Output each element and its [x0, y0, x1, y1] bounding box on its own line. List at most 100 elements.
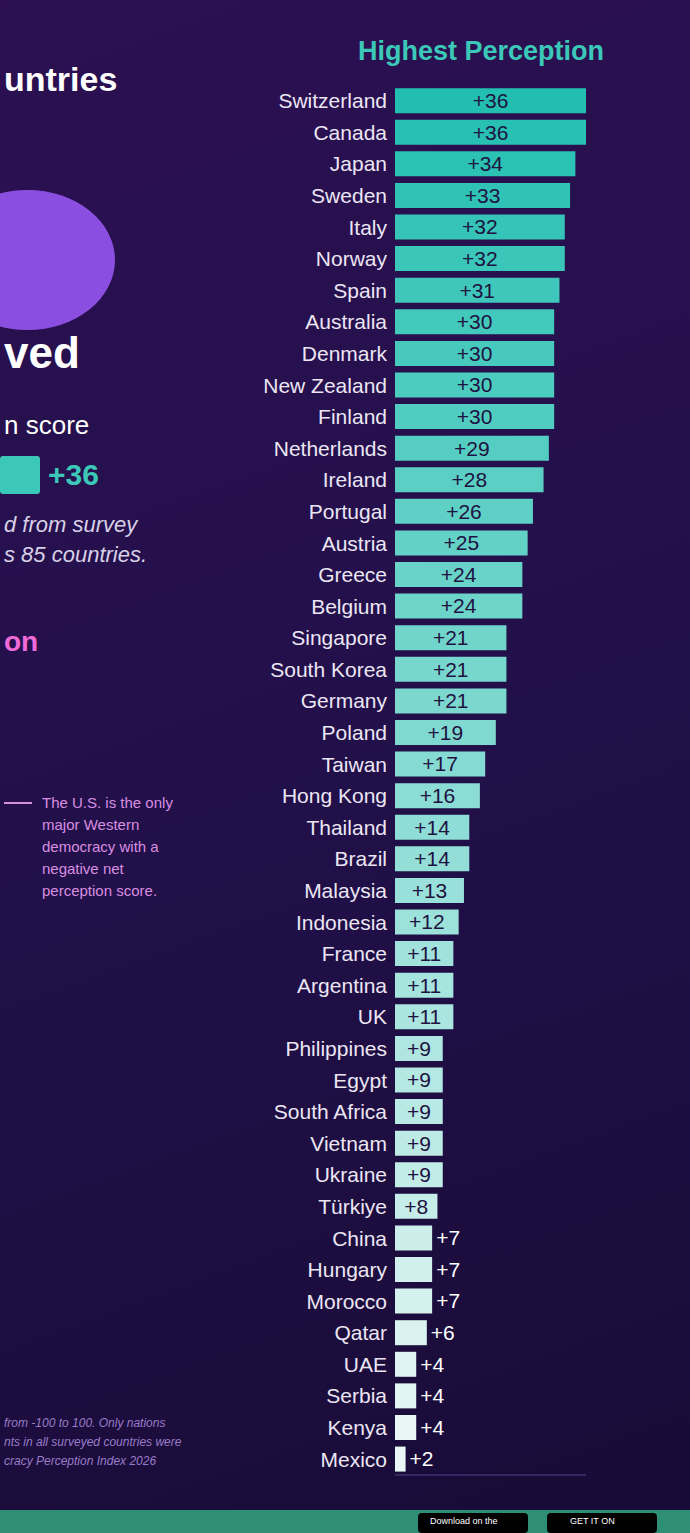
svg-text:+9: +9: [407, 1163, 431, 1186]
svg-text:New Zealand: New Zealand: [263, 374, 387, 397]
svg-text:+7: +7: [436, 1258, 460, 1281]
svg-text:Thailand: Thailand: [306, 816, 387, 839]
svg-text:Japan: Japan: [330, 152, 387, 175]
svg-text:Netherlands: Netherlands: [274, 437, 387, 460]
html-text:untries: untries: [4, 60, 118, 98]
svg-text:+31: +31: [459, 279, 495, 302]
svg-text:Greece: Greece: [318, 563, 387, 586]
svg-text:Qatar: Qatar: [334, 1321, 387, 1344]
svg-text:Türkiye: Türkiye: [318, 1195, 387, 1218]
svg-text:+7: +7: [436, 1226, 460, 1249]
html-text:s 85 countries.: s 85 countries.: [4, 542, 148, 567]
svg-text:+30: +30: [457, 310, 493, 333]
svg-text:+21: +21: [433, 689, 469, 712]
html-text:nts in all surveyed countries: nts in all surveyed countries were: [4, 1435, 182, 1449]
svg-text:Sweden: Sweden: [311, 184, 387, 207]
svg-text:+30: +30: [457, 373, 493, 396]
svg-text:+34: +34: [467, 152, 503, 175]
svg-text:+21: +21: [433, 658, 469, 681]
svg-text:South Korea: South Korea: [270, 658, 387, 681]
svg-text:+26: +26: [446, 500, 482, 523]
html-text:The U.S. is the only major Wes: The U.S. is the only major Western democ…: [42, 794, 173, 899]
svg-text:+9: +9: [407, 1068, 431, 1091]
svg-text:+4: +4: [420, 1353, 444, 1376]
svg-text:+21: +21: [433, 626, 469, 649]
svg-text:+11: +11: [407, 974, 441, 997]
svg-text:+36: +36: [473, 89, 509, 112]
svg-text:Singapore: Singapore: [291, 626, 387, 649]
svg-text:+25: +25: [444, 531, 480, 554]
svg-text:Denmark: Denmark: [302, 342, 388, 365]
svg-text:Vietnam: Vietnam: [310, 1132, 387, 1155]
svg-text:Brazil: Brazil: [334, 847, 387, 870]
svg-text:Italy: Italy: [348, 216, 387, 239]
svg-text:+24: +24: [441, 594, 477, 617]
svg-text:+11: +11: [407, 942, 441, 965]
svg-text:+8: +8: [404, 1195, 428, 1218]
svg-text:Morocco: Morocco: [306, 1290, 387, 1313]
svg-text:Mexico: Mexico: [320, 1448, 387, 1471]
svg-text:Poland: Poland: [322, 721, 387, 744]
svg-text:Kenya: Kenya: [327, 1416, 387, 1439]
svg-text:Argentina: Argentina: [297, 974, 387, 997]
html-text:ved: ved: [4, 328, 80, 377]
svg-text:+29: +29: [454, 437, 490, 460]
svg-text:Egypt: Egypt: [333, 1069, 387, 1092]
svg-text:UK: UK: [358, 1005, 387, 1028]
svg-text:+17: +17: [422, 752, 458, 775]
html-text:+36: +36: [48, 458, 99, 491]
svg-text:+16: +16: [420, 784, 456, 807]
svg-text:Norway: Norway: [316, 247, 388, 270]
html-text:from -100 to 100. Only nations: from -100 to 100. Only nations: [4, 1416, 166, 1430]
svg-text:+24: +24: [441, 563, 477, 586]
html-text:d from survey: d from survey: [4, 512, 138, 537]
svg-text:+32: +32: [462, 247, 498, 270]
svg-text:+30: +30: [457, 342, 493, 365]
svg-text:Ireland: Ireland: [323, 468, 387, 491]
svg-text:Malaysia: Malaysia: [304, 879, 387, 902]
svg-text:Austria: Austria: [322, 532, 388, 555]
html-text:Highest Perception: Highest Perception: [358, 36, 604, 66]
svg-text:UAE: UAE: [344, 1353, 387, 1376]
svg-text:South Africa: South Africa: [274, 1100, 388, 1123]
svg-text:+11: +11: [407, 1005, 441, 1028]
svg-text:Hungary: Hungary: [308, 1258, 388, 1281]
svg-text:+4: +4: [420, 1416, 444, 1439]
svg-text:Indonesia: Indonesia: [296, 911, 387, 934]
svg-text:+9: +9: [407, 1100, 431, 1123]
svg-text:Philippines: Philippines: [285, 1037, 387, 1060]
html-text:on: on: [4, 626, 39, 657]
svg-text:Canada: Canada: [313, 121, 387, 144]
svg-text:Belgium: Belgium: [311, 595, 387, 618]
svg-text:+30: +30: [457, 405, 493, 428]
svg-text:+6: +6: [431, 1321, 455, 1344]
html-text:cracy Perception Index 2026: cracy Perception Index 2026: [4, 1454, 157, 1468]
svg-text:Switzerland: Switzerland: [278, 89, 387, 112]
svg-text:Australia: Australia: [305, 310, 387, 333]
svg-text:+32: +32: [462, 215, 498, 238]
svg-text:+33: +33: [465, 184, 501, 207]
svg-text:Taiwan: Taiwan: [322, 753, 387, 776]
svg-text:+13: +13: [412, 879, 448, 902]
svg-text:Serbia: Serbia: [326, 1384, 387, 1407]
svg-text:Portugal: Portugal: [309, 500, 387, 523]
svg-text:+12: +12: [409, 910, 445, 933]
svg-text:Finland: Finland: [318, 405, 387, 428]
svg-text:+2: +2: [410, 1447, 434, 1470]
svg-text:+14: +14: [414, 816, 450, 839]
svg-text:+28: +28: [451, 468, 487, 491]
svg-text:Spain: Spain: [333, 279, 387, 302]
svg-text:+9: +9: [407, 1037, 431, 1060]
svg-text:France: France: [322, 942, 387, 965]
svg-text:+4: +4: [420, 1384, 444, 1407]
svg-text:+19: +19: [428, 721, 464, 744]
html-text:n score: n score: [4, 410, 90, 440]
svg-text:Germany: Germany: [301, 689, 388, 712]
svg-text:+14: +14: [414, 847, 450, 870]
svg-text:+9: +9: [407, 1132, 431, 1155]
svg-text:Hong Kong: Hong Kong: [282, 784, 387, 807]
svg-text:China: China: [332, 1227, 387, 1250]
svg-text:+7: +7: [436, 1289, 460, 1312]
svg-text:+36: +36: [473, 121, 509, 144]
svg-text:Ukraine: Ukraine: [315, 1163, 387, 1186]
